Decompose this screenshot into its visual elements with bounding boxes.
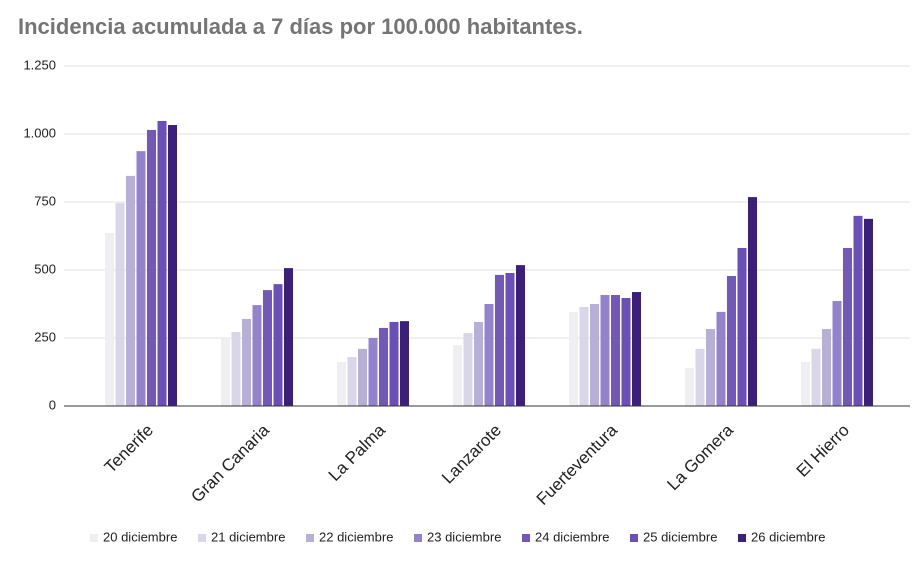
legend-swatch <box>522 534 530 542</box>
bar <box>221 338 230 406</box>
bar <box>453 345 462 406</box>
bar <box>822 329 831 406</box>
bar <box>864 218 873 406</box>
x-tick-label: Fuerteventura <box>533 420 622 509</box>
y-tick-label: 250 <box>34 329 56 344</box>
legend-swatch <box>306 534 314 542</box>
bar <box>516 265 525 406</box>
bar <box>358 348 367 406</box>
bar <box>263 290 272 406</box>
bar <box>252 305 262 406</box>
x-tick-label: Gran Canaria <box>187 420 273 506</box>
bar <box>337 361 346 406</box>
x-tick-label: El Hierro <box>793 421 853 481</box>
bar <box>579 306 589 406</box>
legend-swatch <box>630 534 638 542</box>
bar <box>632 292 641 406</box>
bar <box>505 272 515 406</box>
bar <box>105 233 114 406</box>
legend-swatch <box>414 534 422 542</box>
bar <box>368 338 378 406</box>
bar <box>231 332 241 406</box>
bar <box>590 304 599 406</box>
bar <box>379 327 388 406</box>
bar <box>737 247 747 406</box>
bar <box>136 151 146 406</box>
legend-swatch <box>198 534 206 542</box>
bar <box>463 333 473 406</box>
legend-label: 25 diciembre <box>643 529 717 544</box>
bar <box>569 311 578 406</box>
bar <box>801 361 810 406</box>
bar <box>400 321 409 406</box>
legend-label: 21 diciembre <box>211 529 285 544</box>
x-tick-label: Lanzarote <box>438 421 505 488</box>
bar <box>727 275 736 406</box>
bar <box>600 295 610 406</box>
y-tick-label: 0 <box>49 397 56 412</box>
y-tick-label: 1.250 <box>23 57 56 72</box>
legend-label: 20 diciembre <box>103 529 177 544</box>
legend-label: 22 diciembre <box>319 529 393 544</box>
bar <box>811 348 821 406</box>
bar <box>242 318 251 406</box>
bar <box>685 367 694 406</box>
y-tick-label: 1.000 <box>23 125 56 140</box>
bar <box>748 197 757 406</box>
y-tick-label: 500 <box>34 261 56 276</box>
bar <box>273 284 283 406</box>
legend-label: 24 diciembre <box>535 529 609 544</box>
legend-swatch <box>90 534 98 542</box>
bar <box>157 120 167 406</box>
bar <box>843 247 852 406</box>
x-tick-label: La Gomera <box>663 420 737 494</box>
bar <box>611 295 620 406</box>
bar <box>706 329 715 406</box>
bar <box>853 215 863 406</box>
bar <box>695 348 705 406</box>
bar <box>474 321 483 406</box>
bar <box>495 274 504 406</box>
bar <box>716 311 726 406</box>
legend-label: 26 diciembre <box>751 529 825 544</box>
x-tick-label: Tenerife <box>101 421 157 477</box>
bar <box>168 125 177 407</box>
y-tick-label: 750 <box>34 193 56 208</box>
bar <box>284 268 293 406</box>
x-tick-label: La Palma <box>325 420 390 485</box>
bar <box>389 321 399 406</box>
bar <box>115 203 125 406</box>
bar <box>621 298 631 406</box>
bar <box>147 129 156 407</box>
bar <box>347 357 357 406</box>
bar <box>484 304 494 406</box>
legend-label: 23 diciembre <box>427 529 501 544</box>
chart-title: Incidencia acumulada a 7 días por 100.00… <box>18 14 583 39</box>
legend-swatch <box>738 534 746 542</box>
bar <box>832 301 842 406</box>
bar <box>126 175 135 406</box>
